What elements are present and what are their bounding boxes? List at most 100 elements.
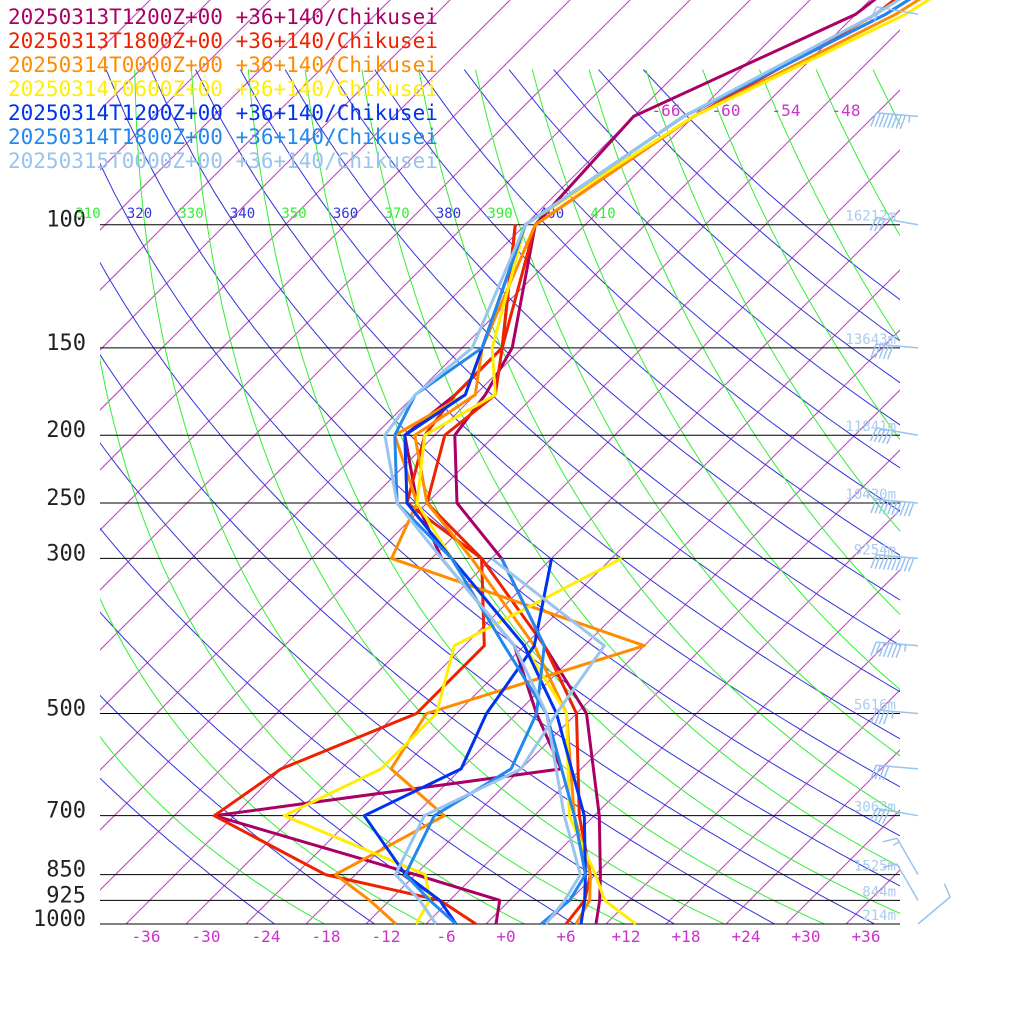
- barb-flag: [873, 808, 882, 823]
- barb-staff: [876, 6, 919, 15]
- barb-flag: [882, 500, 890, 515]
- barb-flag: [869, 6, 878, 21]
- isotherm-line: [665, 689, 900, 924]
- barb-flag: [903, 557, 911, 572]
- dry-adiabat-line: [284, 69, 900, 646]
- temperature-tick-label: +6: [556, 927, 575, 946]
- pressure-tick-label: 200: [46, 418, 86, 443]
- height-label: 5616m: [854, 697, 896, 713]
- upper-temperature-label: -66: [652, 101, 681, 120]
- temperature-tick-label: -30: [192, 927, 221, 946]
- barb-flag: [870, 764, 877, 780]
- theta-label: 330: [178, 206, 203, 222]
- temperature-tick-label: +18: [672, 927, 701, 946]
- wind-barb: [869, 216, 919, 233]
- barb-flag: [886, 430, 894, 445]
- theta-label: 360: [333, 206, 358, 222]
- wind-barb: [870, 498, 919, 517]
- dry-adiabat-line: [100, 527, 575, 924]
- theta-label: 340: [230, 206, 255, 222]
- barb-flag: [882, 642, 890, 658]
- theta-label: 320: [127, 206, 152, 222]
- moist-adiabat-line: [645, 69, 900, 532]
- barb-flag: [907, 557, 915, 572]
- pressure-tick-label: 1000: [33, 907, 86, 932]
- barb-staff: [896, 837, 919, 876]
- barb-flag: [874, 554, 882, 569]
- series-7: [383, 0, 902, 925]
- theta-label: 310: [75, 206, 100, 222]
- barb-flag: [882, 429, 890, 444]
- barb-flag: [895, 114, 902, 129]
- wind-barb: [870, 641, 919, 659]
- barb-flag: [886, 500, 894, 515]
- temperature-line: [425, 0, 897, 925]
- isotherm-line: [100, 0, 391, 291]
- moist-adiabat-line: [930, 70, 1024, 924]
- sounding-series: [212, 0, 932, 926]
- barb-flag: [891, 643, 898, 658]
- isotherm-line: [100, 0, 451, 351]
- moist-adiabat-line: [588, 69, 900, 616]
- barb-staff: [896, 863, 919, 901]
- dry-adiabat-line: [100, 694, 375, 924]
- moist-adiabat-line: [247, 69, 825, 924]
- barb-staff: [876, 807, 919, 817]
- barb-flag: [877, 429, 886, 443]
- isotherm-line: [605, 629, 900, 924]
- barb-flag: [891, 500, 898, 516]
- temperature-tick-label: +30: [792, 927, 821, 946]
- barb-staff: [876, 709, 919, 715]
- moist-adiabat-line: [361, 69, 900, 868]
- legend-entry: 20250313T1800Z+00 +36+140/Chikusei: [8, 29, 438, 53]
- legend-entry: 20250313T1200Z+00 +36+140/Chikusei: [8, 5, 438, 29]
- temperature-tick-label: -6: [436, 927, 455, 946]
- barb-flag: [886, 555, 894, 571]
- isobar-lines: [100, 224, 900, 925]
- barb-flag: [870, 554, 877, 569]
- dry-adiabat-line: [105, 69, 900, 837]
- height-label: 1525m: [854, 859, 896, 875]
- barb-flag: [869, 808, 878, 822]
- barb-flag: [878, 113, 886, 128]
- barb-staff: [876, 553, 919, 560]
- pressure-tick-label: 925: [46, 883, 86, 908]
- barb-flag: [869, 427, 878, 442]
- barb-half-flag: [908, 115, 911, 123]
- dry-adiabat-line: [418, 69, 900, 512]
- isotherm-line: [100, 0, 211, 111]
- theta-label: 380: [436, 206, 461, 222]
- legend-entry: 20250314T0000Z+00 +36+140/Chikusei: [8, 53, 438, 77]
- barb-flag: [877, 809, 886, 824]
- dry-adiabat-line: [553, 69, 900, 384]
- barb-flag: [886, 345, 894, 360]
- barb-flag: [878, 642, 886, 657]
- isotherm-line: [725, 749, 900, 924]
- dry-adiabat-line: [150, 69, 900, 788]
- barb-flag: [882, 837, 898, 843]
- barb-flag: [882, 710, 890, 725]
- theta-label: 370: [384, 206, 409, 222]
- barb-flag: [878, 765, 886, 780]
- wind-barb: [870, 111, 919, 130]
- legend-entry: 20250315T0000Z+00 +36+140/Chikusei: [8, 149, 438, 173]
- wind-barb: [870, 343, 919, 360]
- barb-flag: [878, 555, 886, 570]
- temperature-tick-label: -12: [372, 927, 401, 946]
- barb-staff: [917, 896, 951, 925]
- height-labels: 16212m13643m11841m10420m9254m5616m3063m1…: [845, 209, 896, 924]
- isotherm-line: [425, 449, 900, 924]
- barb-flag: [891, 114, 898, 129]
- isotherm-line: [785, 809, 900, 924]
- pressure-tick-label: 100: [46, 208, 86, 233]
- dewpoint-line: [393, 557, 606, 925]
- height-label: 9254m: [854, 542, 896, 558]
- wind-barb: [869, 6, 919, 22]
- height-label: 10420m: [845, 487, 896, 503]
- barb-flag: [943, 883, 951, 898]
- theta-labels: 310 320 330 340 350 360 370 380 390 400 410: [75, 206, 615, 222]
- legend-entry: 20250314T1200Z+00 +36+140/Chikusei: [8, 101, 438, 125]
- wind-barb: [869, 427, 919, 445]
